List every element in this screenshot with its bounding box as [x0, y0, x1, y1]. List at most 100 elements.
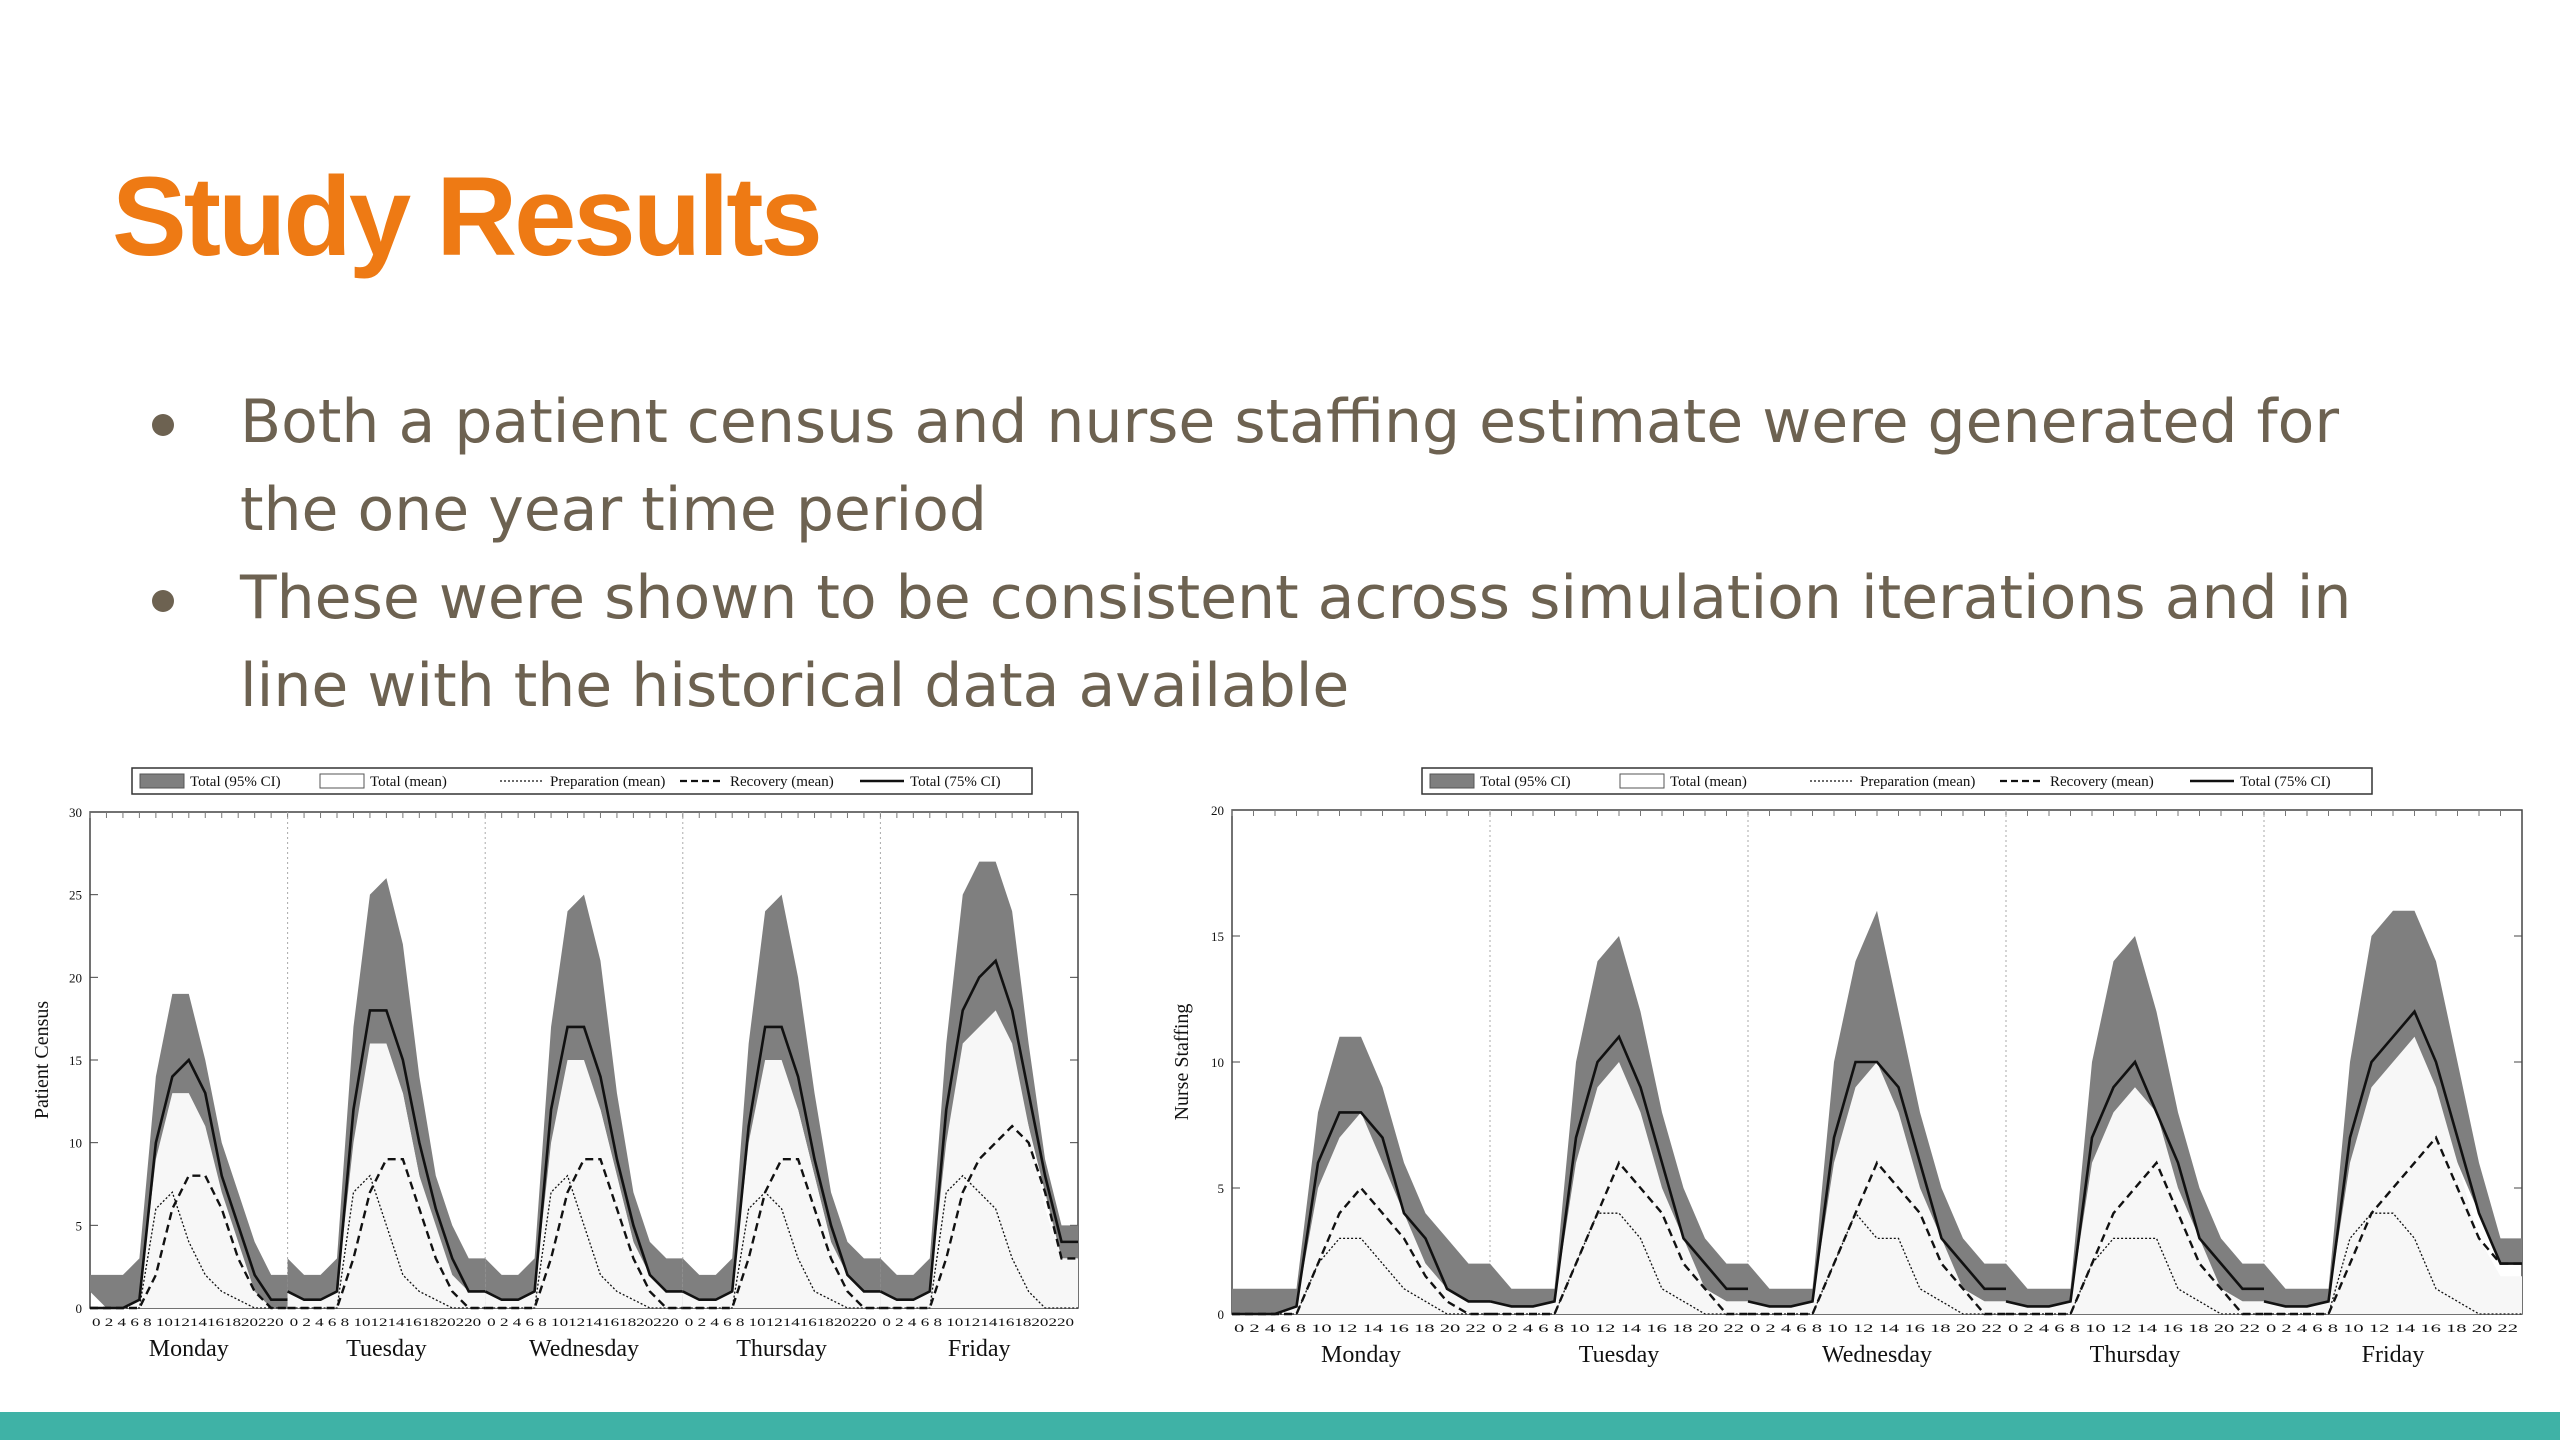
total-mean-area	[90, 1093, 288, 1308]
legend-entry: Total (mean)	[1670, 774, 1747, 790]
y-tick-label: 20	[69, 970, 82, 985]
recovery-mean-line	[2006, 1160, 2264, 1316]
x-day-label: Friday	[948, 1336, 1011, 1362]
x-day-label: Friday	[2362, 1342, 2425, 1368]
total-75ci-line	[1747, 1060, 2006, 1308]
bullet-dot-icon	[152, 590, 174, 612]
x-hour-tick-labels: 0 2 4 6 8 10 12 14 16 18 20 22	[2008, 1321, 2260, 1335]
bullet-item: These were shown to be consistent across…	[140, 554, 2440, 730]
total-75ci-line	[1232, 1111, 1490, 1316]
x-hour-tick-labels: 0 2 4 6 8 101214161820220	[290, 1315, 482, 1329]
total-75ci-line	[484, 1025, 683, 1302]
legend-swatch	[139, 773, 185, 789]
bullet-item: Both a patient census and nurse staffing…	[140, 378, 2440, 554]
x-day-label: Monday	[1321, 1342, 1401, 1368]
y-tick-label: 0	[1218, 1307, 1225, 1322]
legend-entry: Total (75% CI)	[2240, 774, 2331, 790]
recovery-mean-line	[682, 1158, 881, 1310]
preparation-mean-line	[1748, 1211, 2006, 1315]
x-hour-tick-labels: 0 2 4 6 8 10 12 14 16 18 20 22	[2266, 1321, 2518, 1335]
chart-legend: Total (95% CI) Total (mean) Preparation (m…	[1421, 767, 2373, 795]
x-hour-tick-labels: 0 2 4 6 8 101214161820220	[882, 1315, 1074, 1329]
patient-census-chart-svg: Total (95% CI) Total (mean) Preparation (m…	[31, 767, 1079, 1362]
total-75ci-line	[879, 958, 1078, 1302]
total-75ci-line	[2263, 1009, 2522, 1308]
legend-entry: Total (95% CI)	[190, 774, 281, 790]
ci95-band	[2006, 936, 2264, 1314]
x-day-label: Thursday	[2090, 1342, 2181, 1368]
legend-swatch	[319, 773, 365, 789]
legend-entry: Recovery (mean)	[730, 774, 834, 790]
y-tick-label: 0	[76, 1301, 83, 1316]
legend-entry: Total (75% CI)	[910, 774, 1001, 790]
recovery-mean-line	[880, 1124, 1078, 1310]
preparation-mean-line	[2264, 1212, 2522, 1315]
footer-bar	[0, 1412, 2560, 1440]
nurse-staffing-chart-svg: Total (95% CI) Total (mean) Preparation (m…	[1171, 767, 2523, 1368]
total-mean-area	[1748, 1062, 2006, 1314]
total-75ci-line	[682, 1025, 881, 1302]
preparation-mean-line	[1490, 1212, 1748, 1315]
y-tick-label: 10	[1211, 1055, 1224, 1070]
legend-entry: Total (mean)	[370, 774, 447, 790]
x-day-label: Thursday	[736, 1336, 827, 1362]
ci95-band	[485, 894, 683, 1308]
y-tick-label: 15	[69, 1053, 82, 1068]
total-mean-area	[485, 1060, 683, 1308]
y-axis-label: Patient Census	[31, 1001, 53, 1120]
x-hour-tick-labels: 0 2 4 6 8 101214161820220	[92, 1315, 284, 1329]
y-axis-label: Nurse Staffing	[1171, 1004, 1193, 1121]
total-mean-area	[1490, 1062, 1748, 1314]
recovery-mean-line	[485, 1158, 683, 1310]
x-day-label: Wednesday	[529, 1336, 639, 1362]
y-tick-label: 5	[76, 1218, 83, 1233]
legend-entry: Recovery (mean)	[2050, 774, 2154, 790]
legend-entry: Total (95% CI)	[1480, 774, 1571, 790]
bullet-dot-icon	[152, 414, 174, 436]
ci95-band	[682, 894, 881, 1308]
x-hour-tick-labels: 0 2 4 6 8 10 12 14 16 18 20 22	[1234, 1321, 1486, 1335]
y-tick-label: 10	[69, 1136, 82, 1151]
legend-swatch	[1429, 773, 1475, 789]
ci95-band	[2264, 910, 2522, 1314]
ci95-band	[1490, 936, 1748, 1314]
y-tick-label: 15	[1211, 929, 1224, 944]
ci95-band	[287, 878, 486, 1308]
x-day-label: Tuesday	[346, 1336, 426, 1362]
total-mean-area	[287, 1043, 486, 1308]
x-hour-tick-labels: 0 2 4 6 8 101214161820220	[487, 1315, 679, 1329]
x-day-label: Monday	[149, 1336, 229, 1362]
chart-legend: Total (95% CI) Total (mean) Preparation (m…	[131, 767, 1033, 795]
recovery-mean-line	[287, 1158, 486, 1310]
x-day-label: Wednesday	[1822, 1342, 1932, 1368]
total-mean-area	[880, 1010, 1078, 1308]
y-tick-label: 30	[69, 805, 82, 820]
ci95-band	[1232, 1036, 1490, 1314]
y-tick-label: 20	[1211, 803, 1224, 818]
slide-title: Study Results	[112, 154, 823, 279]
total-mean-area	[2006, 1087, 2264, 1314]
y-tick-label: 25	[69, 888, 82, 903]
bullet-text: Both a patient census and nurse staffing…	[240, 387, 2340, 545]
total-75ci-line	[1489, 1034, 1748, 1308]
preparation-mean-line	[1232, 1237, 1490, 1315]
patient-census-chart: Total (95% CI) Total (mean) Preparation (m…	[20, 760, 1100, 1380]
legend-entry: Preparation (mean)	[1860, 774, 1975, 790]
bullet-text: These were shown to be consistent across…	[240, 563, 2352, 721]
preparation-mean-line	[2006, 1237, 2264, 1315]
total-75ci-line	[90, 1057, 288, 1310]
bullet-list: Both a patient census and nurse staffing…	[140, 378, 2440, 730]
total-75ci-line	[2005, 1059, 2264, 1308]
x-day-label: Tuesday	[1579, 1342, 1659, 1368]
recovery-mean-line	[1748, 1160, 2006, 1316]
legend-swatch	[1619, 773, 1665, 789]
nurse-staffing-chart: Total (95% CI) Total (mean) Preparation (m…	[1160, 760, 2540, 1380]
x-hour-tick-labels: 0 2 4 6 8 10 12 14 16 18 20 22	[1750, 1321, 2002, 1335]
total-mean-area	[682, 1060, 881, 1308]
total-mean-area	[2264, 1036, 2522, 1314]
total-75ci-line	[287, 1009, 486, 1302]
legend-entry: Preparation (mean)	[550, 774, 665, 790]
recovery-mean-line	[2264, 1135, 2522, 1316]
y-tick-label: 5	[1218, 1181, 1225, 1196]
